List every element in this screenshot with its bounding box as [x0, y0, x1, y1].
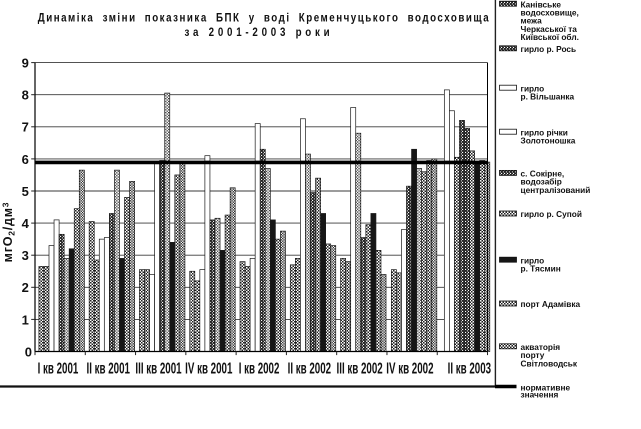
svg-text:2: 2 — [22, 280, 29, 295]
svg-text:Черкаської та: Черкаської та — [521, 24, 578, 34]
svg-text:водозабір: водозабір — [521, 177, 562, 187]
svg-text:8: 8 — [22, 88, 29, 103]
svg-text:1: 1 — [22, 312, 29, 327]
svg-text:акваторія: акваторія — [521, 342, 561, 352]
svg-text:порт Адамівка: порт Адамівка — [521, 299, 581, 309]
svg-text:Світловодськ: Світловодськ — [521, 358, 578, 368]
svg-text:Золотоношка: Золотоношка — [521, 136, 576, 146]
svg-text:3: 3 — [22, 248, 29, 263]
svg-text:водосховище,: водосховище, — [521, 8, 579, 18]
svg-text:Канівське: Канівське — [521, 0, 562, 9]
svg-text:6: 6 — [22, 152, 29, 167]
svg-text:І кв 2002: І кв 2002 — [239, 359, 280, 377]
svg-text:централізований: централізований — [521, 185, 591, 195]
svg-text:гирло р. Супой: гирло р. Супой — [521, 209, 582, 219]
svg-text:IV кв 2001: IV кв 2001 — [185, 359, 232, 377]
svg-text:ІІІ кв 2001: ІІІ кв 2001 — [135, 359, 181, 377]
svg-text:4: 4 — [22, 216, 30, 231]
svg-text:за 2001-2003 роки: за 2001-2003 роки — [185, 26, 334, 39]
svg-text:гирло р. Рось: гирло р. Рось — [521, 44, 577, 54]
svg-text:р. Тясмин: р. Тясмин — [521, 264, 561, 274]
svg-text:с. Сокірне,: с. Сокірне, — [521, 169, 565, 179]
svg-text:ІІІ кв 2002: ІІІ кв 2002 — [337, 359, 383, 377]
svg-text:мгО2/дм3: мгО2/дм3 — [1, 202, 17, 263]
svg-text:порту: порту — [521, 350, 545, 360]
svg-text:гирло: гирло — [521, 255, 545, 265]
svg-text:гирло: гирло — [521, 83, 545, 93]
svg-text:р. Вільшанка: р. Вільшанка — [521, 92, 575, 102]
svg-text:Київської обл.: Київської обл. — [521, 32, 579, 42]
svg-text:значення: значення — [521, 390, 559, 400]
svg-text:І кв 2001: І кв 2001 — [38, 359, 79, 377]
svg-text:гирло річки: гирло річки — [521, 127, 568, 137]
svg-text:IV кв 2002: IV кв 2002 — [386, 359, 433, 377]
svg-text:Динаміка зміни показника БПК у: Динаміка зміни показника БПК у воді Крем… — [38, 12, 491, 25]
svg-text:5: 5 — [22, 184, 29, 199]
svg-text:межа: межа — [521, 16, 543, 26]
svg-text:ІІ кв 2001: ІІ кв 2001 — [87, 359, 130, 377]
svg-text:7: 7 — [22, 120, 29, 135]
svg-text:0: 0 — [25, 344, 32, 359]
svg-text:нормативне: нормативне — [521, 382, 571, 392]
svg-text:ІІ кв 2002: ІІ кв 2002 — [288, 359, 331, 377]
svg-text:ІІ кв 2003: ІІ кв 2003 — [448, 359, 491, 377]
svg-text:9: 9 — [22, 56, 29, 71]
